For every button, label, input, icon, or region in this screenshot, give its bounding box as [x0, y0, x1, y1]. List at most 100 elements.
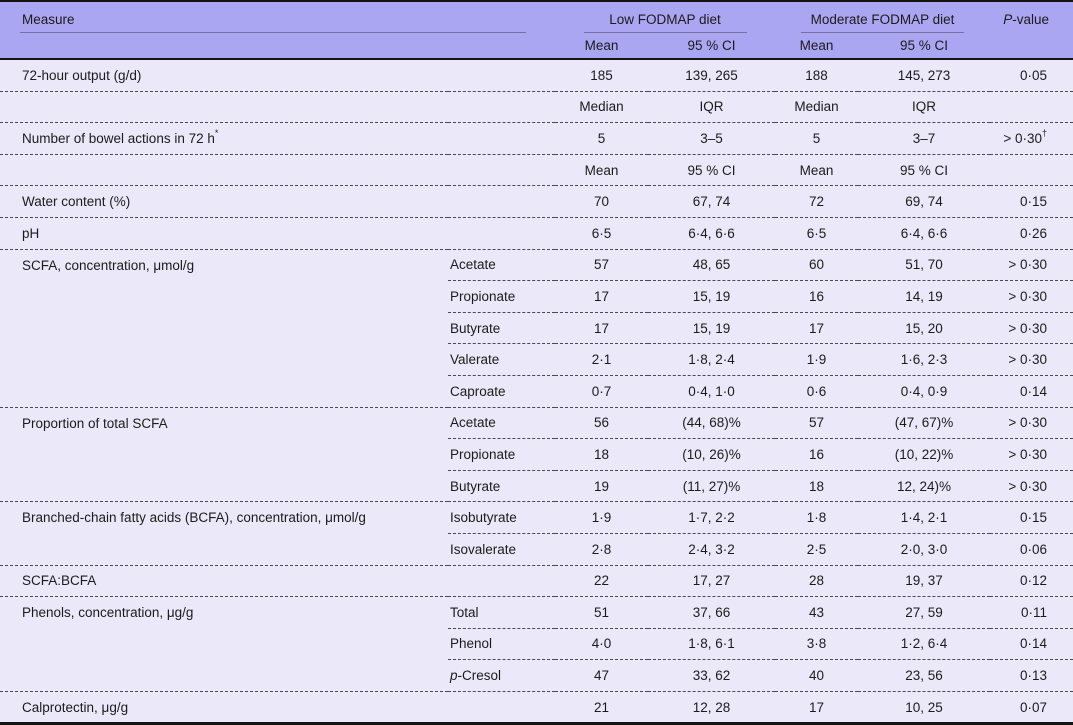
submeasure-cell: Valerate — [448, 343, 555, 376]
ci-low-cell: 2·4, 3·2 — [648, 532, 775, 565]
measure-cell: Phenols, concentration, μg/g — [0, 596, 448, 629]
ci-moderate-cell: 1·2, 6·4 — [858, 627, 990, 660]
pvalue-cell: 0·14 — [990, 374, 1073, 408]
ci-moderate-cell: IQR — [858, 90, 990, 123]
col-header-mean-low: Mean — [555, 33, 648, 60]
ci-low-cell: 1·8, 6·1 — [648, 627, 775, 660]
submeasure-cell: Isobutyrate — [448, 501, 555, 534]
mean-moderate-cell: 57 — [775, 406, 858, 439]
ci-low-cell: (11, 27)% — [648, 469, 775, 502]
pvalue-cell: 0·05 — [1019, 67, 1047, 83]
mean-low-cell: 22 — [555, 564, 648, 597]
mean-moderate-cell: 16 — [775, 280, 858, 313]
measure-cell — [0, 533, 448, 565]
ci-moderate-cell: 6·4, 6·6 — [858, 216, 990, 250]
header-spacer — [0, 33, 555, 60]
measure-cell — [0, 470, 448, 502]
pvalue-cell: > 0·30 — [990, 343, 1073, 376]
mean-moderate-cell: 43 — [775, 596, 858, 629]
mean-moderate-cell: Mean — [775, 153, 858, 186]
mean-low-cell: 51 — [555, 596, 648, 629]
measure-cell: SCFA, concentration, μmol/g — [0, 248, 448, 281]
table-row: Propionate 18 (10, 26)% 16 (10, 22)% > 0… — [0, 438, 1073, 471]
col-header-ci-moderate: 95 % CI — [858, 33, 990, 60]
ci-low-cell: 3–5 — [648, 122, 775, 155]
mean-moderate-cell: 5 — [775, 122, 858, 155]
ci-low-cell: 95 % CI — [648, 153, 775, 186]
mean-moderate-cell: 60 — [775, 248, 858, 281]
table-row: Number of bowel actions in 72 h* 5 3–5 5… — [0, 122, 1073, 155]
stat-subheader-row: Mean 95 % CI Mean 95 % CI — [0, 153, 1073, 186]
table-header: Measure Low FODMAP diet Moderate FODMAP … — [0, 1, 1073, 60]
low-fodmap-group-rule — [583, 32, 747, 33]
measure-cell: Branched-chain fatty acids (BCFA), conce… — [0, 501, 448, 534]
ci-moderate-cell: 1·4, 2·1 — [858, 501, 990, 534]
ci-moderate-cell: 10, 25 — [858, 690, 990, 724]
table-row: Propionate 17 15, 19 16 14, 19 > 0·30 — [0, 280, 1073, 313]
measure-cell — [0, 344, 448, 376]
measure-cell — [0, 439, 448, 471]
ci-moderate-cell: 1·6, 2·3 — [858, 343, 990, 376]
mean-low-cell: 1·9 — [555, 501, 648, 534]
measure-cell: SCFA:BCFA — [0, 564, 448, 597]
mean-low-cell: 0·7 — [555, 374, 648, 408]
ci-low-cell: IQR — [648, 90, 775, 123]
measure-cell — [0, 153, 448, 186]
pvalue-cell: 0·26 — [990, 216, 1073, 250]
pvalue-cell: > 0·30 — [990, 406, 1073, 439]
table-row: Butyrate 19 (11, 27)% 18 12, 24)% > 0·30 — [0, 469, 1073, 502]
mean-moderate-cell: Median — [775, 90, 858, 123]
mean-low-cell: Mean — [555, 153, 648, 186]
pvalue-cell: > 0·30 — [990, 248, 1073, 281]
ci-low-cell: 67, 74 — [648, 185, 775, 218]
mean-moderate-cell: 16 — [775, 438, 858, 471]
mean-moderate-cell: 6·5 — [775, 216, 858, 250]
submeasure-cell — [448, 185, 555, 218]
submeasure-cell — [448, 690, 555, 724]
mean-moderate-cell: 17 — [775, 690, 858, 724]
submeasure-cell: Acetate — [448, 248, 555, 281]
pvalue-cell: > 0·30 — [990, 311, 1073, 344]
measure-cell: 72-hour output (g/d) — [22, 67, 142, 83]
pvalue-cell: 0·07 — [990, 690, 1073, 724]
submeasure-cell: Total — [448, 596, 555, 629]
table-row: Isovalerate 2·8 2·4, 3·2 2·5 2·0, 3·0 0·… — [0, 532, 1073, 565]
moderate-fodmap-group-label: Moderate FODMAP diet — [810, 12, 955, 27]
measure-cell — [0, 90, 448, 123]
ci-moderate-cell: 69, 74 — [858, 185, 990, 218]
mean-low-cell: 18 — [555, 438, 648, 471]
table-row: Proportion of total SCFA Acetate 56 (44,… — [0, 406, 1073, 439]
mean-moderate-cell: 1·8 — [775, 501, 858, 534]
ci-low-cell: 33, 62 — [648, 659, 775, 692]
ci-low-cell: 15, 19 — [648, 311, 775, 344]
stat-subheader-row: Median IQR Median IQR — [0, 90, 1073, 123]
measure-cell — [0, 281, 448, 313]
ci-moderate-cell: 27, 59 — [858, 596, 990, 629]
pvalue-cell: 0·14 — [990, 627, 1073, 660]
ci-moderate-cell: (47, 67)% — [858, 406, 990, 439]
ci-moderate-cell: 14, 19 — [858, 280, 990, 313]
pvalue-cell — [990, 153, 1073, 186]
ci-moderate-cell: 95 % CI — [858, 153, 990, 186]
ci-low-cell: 6·4, 6·6 — [648, 216, 775, 250]
mean-moderate-cell: 188 — [805, 67, 828, 83]
ci-low-cell: 48, 65 — [648, 248, 775, 281]
submeasure-cell — [448, 90, 555, 123]
ci-low-cell: 17, 27 — [648, 564, 775, 597]
measure-header-label: Measure — [22, 12, 75, 27]
ci-moderate-cell: 15, 20 — [858, 311, 990, 344]
col-group-low-fodmap: Low FODMAP diet — [555, 1, 775, 33]
ci-moderate-cell: 2·0, 3·0 — [858, 532, 990, 565]
measure-cell: pH — [0, 216, 448, 250]
pvalue-cell — [990, 90, 1073, 123]
mean-low-cell: 2·8 — [555, 532, 648, 565]
mean-moderate-cell: 1·9 — [775, 343, 858, 376]
ci-moderate-cell: 19, 37 — [858, 564, 990, 597]
mean-moderate-cell: 3·8 — [775, 627, 858, 660]
pvalue-cell: > 0·30 — [990, 438, 1073, 471]
pvalue-cell: 0·15 — [990, 185, 1073, 218]
mean-moderate-cell: 72 — [775, 185, 858, 218]
mean-low-cell: 57 — [555, 248, 648, 281]
